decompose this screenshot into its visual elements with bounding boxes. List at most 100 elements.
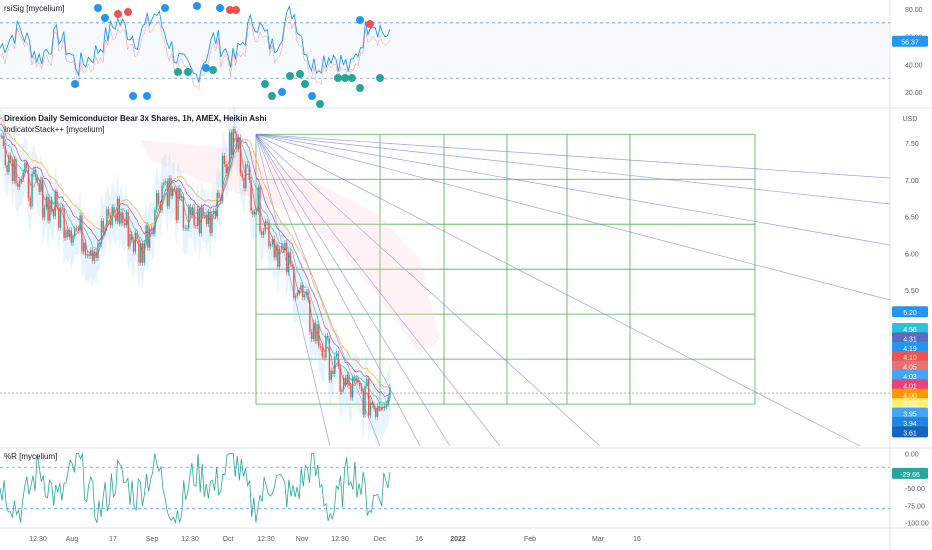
- price-tag: 4.10: [903, 355, 917, 362]
- candle-body: [147, 225, 149, 248]
- fan-line: [255, 134, 421, 447]
- rsi-line: [0, 5, 391, 83]
- rsi-value-tag-bg: [892, 35, 928, 47]
- fan-line: [255, 134, 601, 447]
- candle-body: [40, 179, 42, 192]
- candle-body: [300, 285, 302, 291]
- time-axis-label: 2022: [450, 536, 466, 543]
- candle-body: [282, 246, 284, 250]
- candle-body: [136, 232, 138, 240]
- candle-body: [150, 227, 153, 229]
- candle-body: [275, 244, 277, 258]
- candle-body: [156, 193, 158, 210]
- rsi-oversold-marker: [334, 74, 342, 82]
- candle-body: [303, 294, 306, 298]
- candle-body: [118, 198, 121, 224]
- candle-body: [49, 199, 51, 221]
- candle-body: [86, 254, 88, 256]
- time-axis-label: 12:30: [29, 536, 47, 543]
- candle-body: [360, 386, 363, 392]
- candle-body: [319, 346, 322, 348]
- candle-body: [350, 385, 352, 398]
- rsi-oversold-marker: [278, 88, 286, 96]
- candle-body: [268, 223, 270, 247]
- candle-body: [364, 385, 366, 415]
- candle-body: [291, 264, 293, 267]
- candle-body: [127, 212, 129, 247]
- rsi-oversold-marker: [268, 92, 276, 100]
- candle-body: [189, 207, 192, 216]
- rsi-oversold-marker: [286, 72, 294, 80]
- price-tag-bg: [892, 379, 928, 391]
- candle-body: [26, 162, 28, 168]
- candle-body: [280, 246, 283, 249]
- candle-body: [163, 182, 165, 186]
- candle-body: [175, 189, 178, 221]
- time-axis-label: Oct: [223, 536, 234, 543]
- candle-body: [286, 242, 288, 273]
- price-tag-bg: [892, 306, 928, 318]
- candle-body: [38, 182, 40, 192]
- candle-body: [170, 178, 172, 197]
- candle-body: [318, 324, 320, 347]
- rsi-overbought-marker: [232, 6, 240, 14]
- wr-axis-tick-label: -100.00: [905, 521, 929, 528]
- price-tag-bg: [892, 426, 928, 438]
- candle-body: [24, 162, 26, 173]
- rsi-oversold-marker: [184, 68, 192, 76]
- candle-body: [179, 187, 181, 199]
- candle-body: [209, 212, 211, 234]
- wr-axis-tick-label: 0.00: [905, 451, 919, 458]
- price-tag-bg: [892, 360, 928, 372]
- candle-body: [100, 220, 103, 244]
- price-tag-bg: [892, 323, 928, 334]
- rsi-axis-tick-label: 80.00: [905, 7, 923, 14]
- candle-body: [139, 243, 142, 263]
- candle-body: [212, 210, 215, 215]
- candle-body: [75, 228, 78, 230]
- candle-body: [198, 208, 201, 234]
- price-tag: 4.31: [903, 336, 917, 343]
- time-axis-label: Aug: [66, 536, 79, 543]
- candle-body: [18, 181, 21, 187]
- candle-body: [59, 207, 62, 228]
- candle-body: [17, 183, 19, 187]
- price-tag: 4.01: [903, 383, 917, 390]
- candle-body: [188, 207, 190, 229]
- signal-markers: [71, 2, 384, 108]
- candle-body: [131, 233, 133, 241]
- candle-body: [97, 242, 99, 259]
- candle-body: [207, 212, 210, 225]
- price-tag-bg: [892, 417, 928, 428]
- candle-body: [107, 209, 110, 216]
- rsi-oversold-marker: [129, 92, 137, 100]
- avg-label: Avg: [872, 232, 884, 239]
- candle-body: [335, 353, 338, 357]
- rsi-overbought-marker: [161, 4, 169, 12]
- candle-body: [61, 207, 64, 209]
- candle-body: [52, 211, 55, 217]
- price-tag: 4.19: [903, 346, 917, 353]
- candle-body: [159, 203, 161, 210]
- candle-body: [204, 214, 206, 217]
- price-axis-tick-label: 5.50: [905, 288, 919, 295]
- moving-average-line: [0, 129, 391, 404]
- rsi-oversold-marker: [296, 70, 304, 78]
- fib-grid: [255, 133, 756, 405]
- fan-line: [255, 133, 861, 447]
- candle-body: [389, 386, 391, 398]
- candle-body: [310, 331, 313, 340]
- candle-body: [182, 196, 185, 228]
- candle-body: [351, 377, 354, 398]
- candle-body: [378, 406, 381, 409]
- candle-body: [82, 242, 85, 252]
- price-tag: 4.05: [903, 365, 917, 372]
- candle-body: [239, 137, 242, 174]
- candle-body: [227, 167, 229, 174]
- rsi-axis-tick-label: 40.00: [905, 62, 923, 69]
- time-axis-label: Mar: [592, 536, 605, 543]
- rsi-overbought-marker: [94, 4, 102, 12]
- candle-body: [223, 155, 226, 165]
- candle-body: [355, 378, 357, 381]
